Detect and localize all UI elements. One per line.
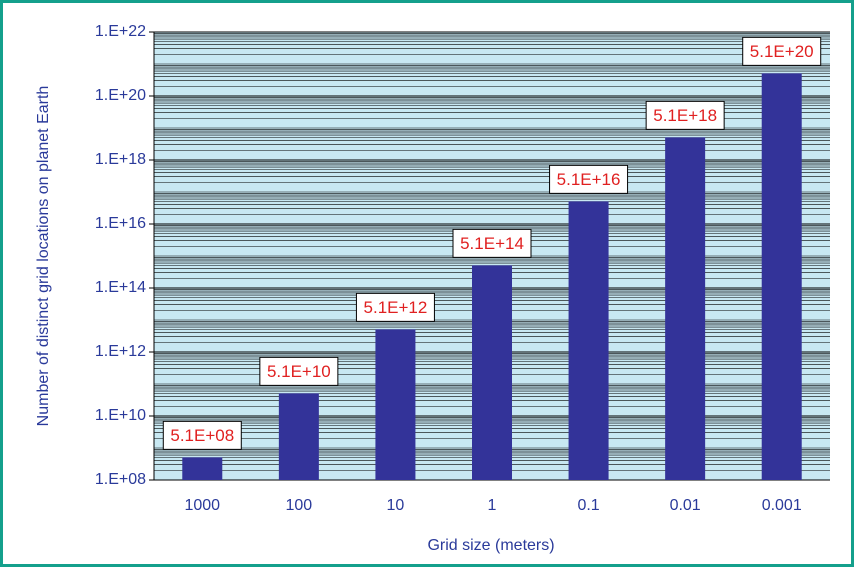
value-label: 5.1E+20 <box>750 42 814 61</box>
y-tick-label: 1.E+20 <box>95 87 146 104</box>
bar <box>761 73 802 480</box>
y-tick-label: 1.E+16 <box>95 215 146 232</box>
value-label: 5.1E+08 <box>170 426 234 445</box>
bar <box>182 457 223 480</box>
value-label: 5.1E+16 <box>557 170 621 189</box>
bar <box>278 393 319 480</box>
value-label-box <box>162 420 242 450</box>
value-label-box <box>259 356 339 386</box>
value-label: 5.1E+14 <box>460 234 524 253</box>
value-label-box <box>645 100 725 130</box>
value-label-box <box>549 164 629 194</box>
x-tick-label: 0.1 <box>577 497 599 514</box>
y-axis-label: Number of distinct grid locations on pla… <box>35 86 52 427</box>
bar <box>665 137 706 480</box>
x-tick-label: 0.001 <box>762 497 802 514</box>
value-label-box <box>452 228 532 258</box>
y-tick-label: 1.E+22 <box>95 23 146 40</box>
x-tick-label: 10 <box>387 497 405 514</box>
value-label: 5.1E+18 <box>653 106 717 125</box>
value-label-box <box>355 292 435 322</box>
bar <box>375 329 416 480</box>
y-tick-label: 1.E+12 <box>95 343 146 360</box>
x-tick-label: 0.01 <box>670 497 701 514</box>
y-tick-label: 1.E+14 <box>95 279 146 296</box>
y-tick-label: 1.E+10 <box>95 407 146 424</box>
value-label: 5.1E+10 <box>267 362 331 381</box>
bar <box>568 201 609 480</box>
x-axis-label: Grid size (meters) <box>427 537 554 554</box>
x-tick-label: 1 <box>488 497 497 514</box>
y-tick-label: 1.E+08 <box>95 471 146 488</box>
x-tick-label: 1000 <box>184 497 220 514</box>
value-label-box <box>742 36 822 66</box>
value-label: 5.1E+12 <box>364 298 428 317</box>
y-tick-label: 1.E+18 <box>95 151 146 168</box>
x-tick-label: 100 <box>286 497 313 514</box>
bar <box>472 265 512 480</box>
